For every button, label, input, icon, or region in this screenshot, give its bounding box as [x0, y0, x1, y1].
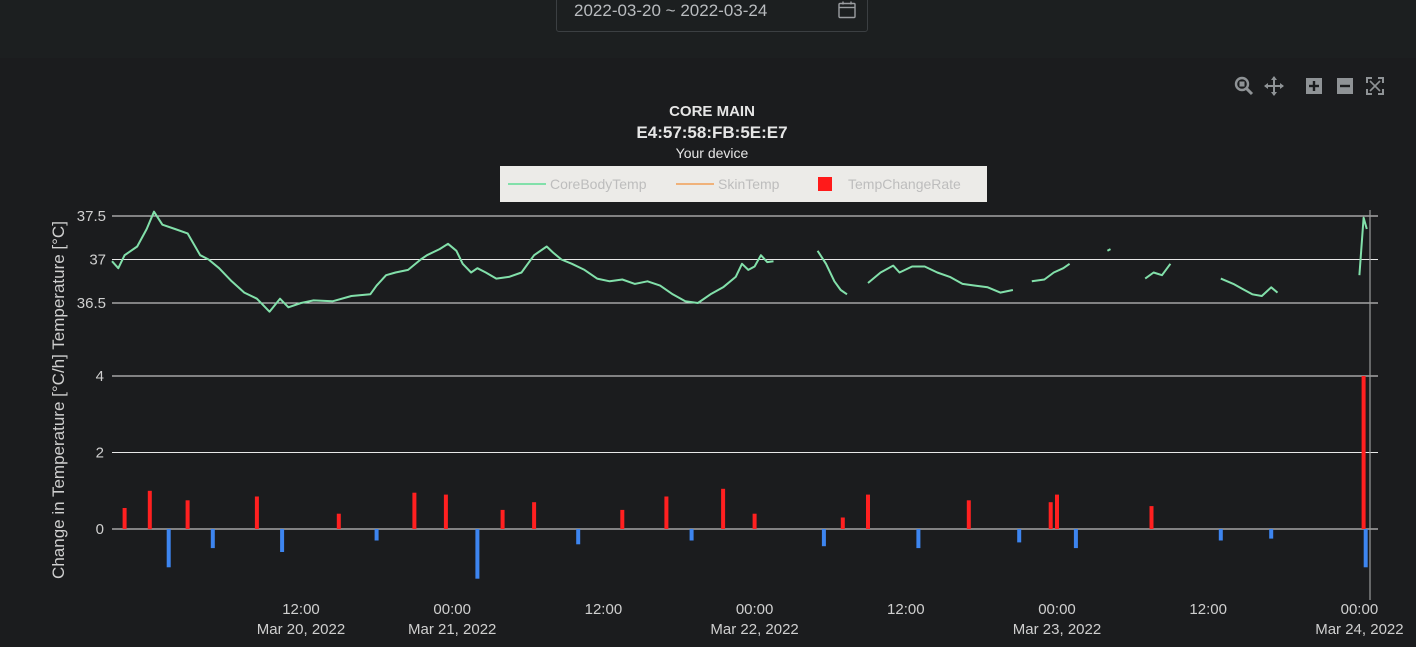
zoom-in-icon[interactable] — [1304, 76, 1324, 96]
rate-bar-33 — [1363, 529, 1368, 568]
chart-panel — [0, 58, 1416, 647]
xtick-date-label-1: Mar 21, 2022 — [408, 621, 496, 638]
legend-swatch — [818, 177, 832, 191]
rate-bar-19 — [752, 513, 757, 529]
rate-bar-22 — [866, 494, 870, 529]
legend-label: SkinTemp — [718, 176, 780, 192]
rate-bar-16 — [664, 496, 669, 529]
rate-bar-23 — [916, 529, 921, 549]
top-bar: 2022-03-20 ~ 2022-03-24 — [0, 0, 1416, 58]
xtick-date-label-5: Mar 23, 2022 — [1013, 621, 1101, 638]
core-temp-line-segment-6 — [1220, 277, 1279, 297]
date-range-picker[interactable]: 2022-03-20 ~ 2022-03-24 — [556, 0, 868, 32]
rate-bar-29 — [1149, 506, 1154, 529]
temp-ytick-label-2: 36.5 — [77, 295, 106, 312]
legend-item-corebodytemp[interactable]: CoreBodyTemp — [508, 166, 668, 202]
legend-item-tempchangerate[interactable]: TempChangeRate — [816, 166, 981, 202]
rate-ytick-label-2: 0 — [96, 521, 104, 538]
legend-item-skintemp[interactable]: SkinTemp — [676, 166, 796, 202]
device-id: E4:57:58:FB:5E:E7 — [636, 123, 788, 142]
rate-bar-21 — [840, 517, 845, 529]
core-temp-line-segment-1 — [816, 250, 848, 296]
core-temp-line-segment-7 — [1358, 216, 1368, 276]
rate-bar-10 — [443, 494, 448, 529]
zoom-out-icon[interactable] — [1335, 76, 1355, 96]
legend-swatch — [676, 183, 714, 185]
rate-bar-15 — [620, 509, 625, 529]
rate-bar-25 — [1017, 529, 1022, 543]
xtick-time-label-0: 12:00 — [282, 601, 320, 618]
chart-title: CORE MAIN — [669, 103, 755, 120]
rate-bar-7 — [336, 513, 341, 529]
xtick-time-label-2: 12:00 — [585, 601, 623, 618]
rate-bar-20 — [821, 529, 826, 547]
xtick-time-label-5: 00:00 — [1038, 601, 1076, 618]
rate-bar-14 — [576, 529, 581, 545]
xtick-time-label-7: 00:00 — [1341, 601, 1379, 618]
rate-bar-31 — [1269, 529, 1274, 539]
legend-label: TempChangeRate — [848, 176, 961, 192]
core-temp-line-segment-0 — [111, 210, 774, 313]
rate-bar-4 — [210, 529, 215, 549]
rate-bar-5 — [254, 496, 259, 529]
xtick-date-label-7: Mar 24, 2022 — [1315, 621, 1403, 638]
rate-bar-30 — [1218, 529, 1223, 541]
pan-icon[interactable] — [1264, 76, 1284, 96]
rate-bar-27 — [1055, 494, 1059, 529]
rate-bar-18 — [721, 488, 726, 529]
xtick-date-label-0: Mar 20, 2022 — [257, 621, 345, 638]
rate-bar-0 — [122, 508, 127, 529]
xtick-time-label-1: 00:00 — [433, 601, 471, 618]
rate-bar-6 — [280, 529, 285, 552]
rate-bar-26 — [1048, 502, 1053, 529]
rate-bar-1 — [147, 490, 152, 530]
temp-ytick-label-0: 37.5 — [77, 208, 106, 225]
date-range-value: 2022-03-20 ~ 2022-03-24 — [574, 1, 768, 20]
rate-bar-3 — [185, 500, 190, 529]
temp-ytick-label-1: 37 — [89, 252, 106, 269]
autoscale-icon[interactable] — [1365, 76, 1385, 96]
rate-bar-9 — [412, 492, 417, 529]
rate-bar-17 — [689, 529, 694, 541]
rate-bar-24 — [966, 500, 971, 529]
rate-bar-2 — [166, 529, 171, 568]
rate-bar-8 — [374, 529, 379, 541]
zoom-icon[interactable] — [1234, 76, 1254, 96]
rate-bar-12 — [500, 509, 505, 529]
xtick-date-label-3: Mar 22, 2022 — [710, 621, 798, 638]
xtick-time-label-4: 12:00 — [887, 601, 925, 618]
xtick-time-label-3: 00:00 — [736, 601, 774, 618]
chart-title-block: CORE MAIN E4:57:58:FB:5E:E7 Your device — [0, 102, 1416, 162]
rate-bar-28 — [1073, 529, 1078, 549]
legend-swatch — [508, 183, 546, 185]
rate-ytick-label-0: 4 — [96, 368, 104, 385]
rate-bar-32 — [1361, 376, 1366, 529]
calendar-icon[interactable] — [837, 0, 857, 20]
rate-bar-11 — [475, 529, 480, 579]
rate-ytick-label-1: 2 — [96, 445, 104, 462]
core-temp-line-segment-4 — [1106, 248, 1111, 252]
core-temp-line-segment-5 — [1144, 263, 1172, 280]
legend-label: CoreBodyTemp — [550, 176, 647, 192]
core-temp-line-segment-2 — [867, 264, 1014, 294]
xtick-time-label-6: 12:00 — [1189, 601, 1227, 618]
chart-legend: CoreBodyTemp SkinTemp TempChangeRate — [500, 166, 987, 202]
chart-subtitle: Your device — [675, 145, 749, 161]
rate-bar-13 — [532, 502, 537, 529]
core-temp-line-segment-3 — [1031, 262, 1071, 283]
